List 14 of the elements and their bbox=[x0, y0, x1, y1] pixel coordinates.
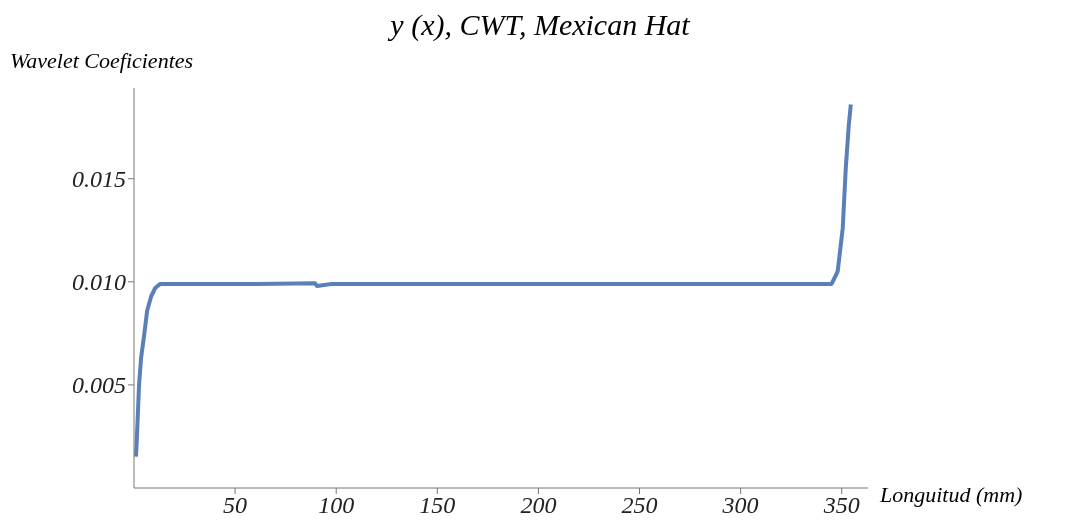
y-tick-label: 0.015 bbox=[72, 166, 126, 193]
x-tick-label: 350 bbox=[822, 492, 860, 519]
x-tick-label: 300 bbox=[721, 492, 759, 519]
x-tick-label: 50 bbox=[223, 492, 248, 519]
y-axis-title: Wavelet Coeficientes bbox=[10, 48, 194, 74]
x-tick-label: 150 bbox=[419, 492, 456, 519]
x-tick-label: 100 bbox=[318, 492, 355, 519]
x-axis-title: Longuitud (mm) bbox=[880, 482, 1023, 508]
y-tick-label: 0.010 bbox=[72, 269, 126, 296]
y-tick-label: 0.005 bbox=[72, 372, 126, 399]
line-series bbox=[134, 102, 853, 459]
x-tick-label: 250 bbox=[621, 492, 658, 519]
x-tick-label: 200 bbox=[520, 492, 557, 519]
chart-title: y (x), CWT, Mexican Hat bbox=[387, 8, 691, 42]
